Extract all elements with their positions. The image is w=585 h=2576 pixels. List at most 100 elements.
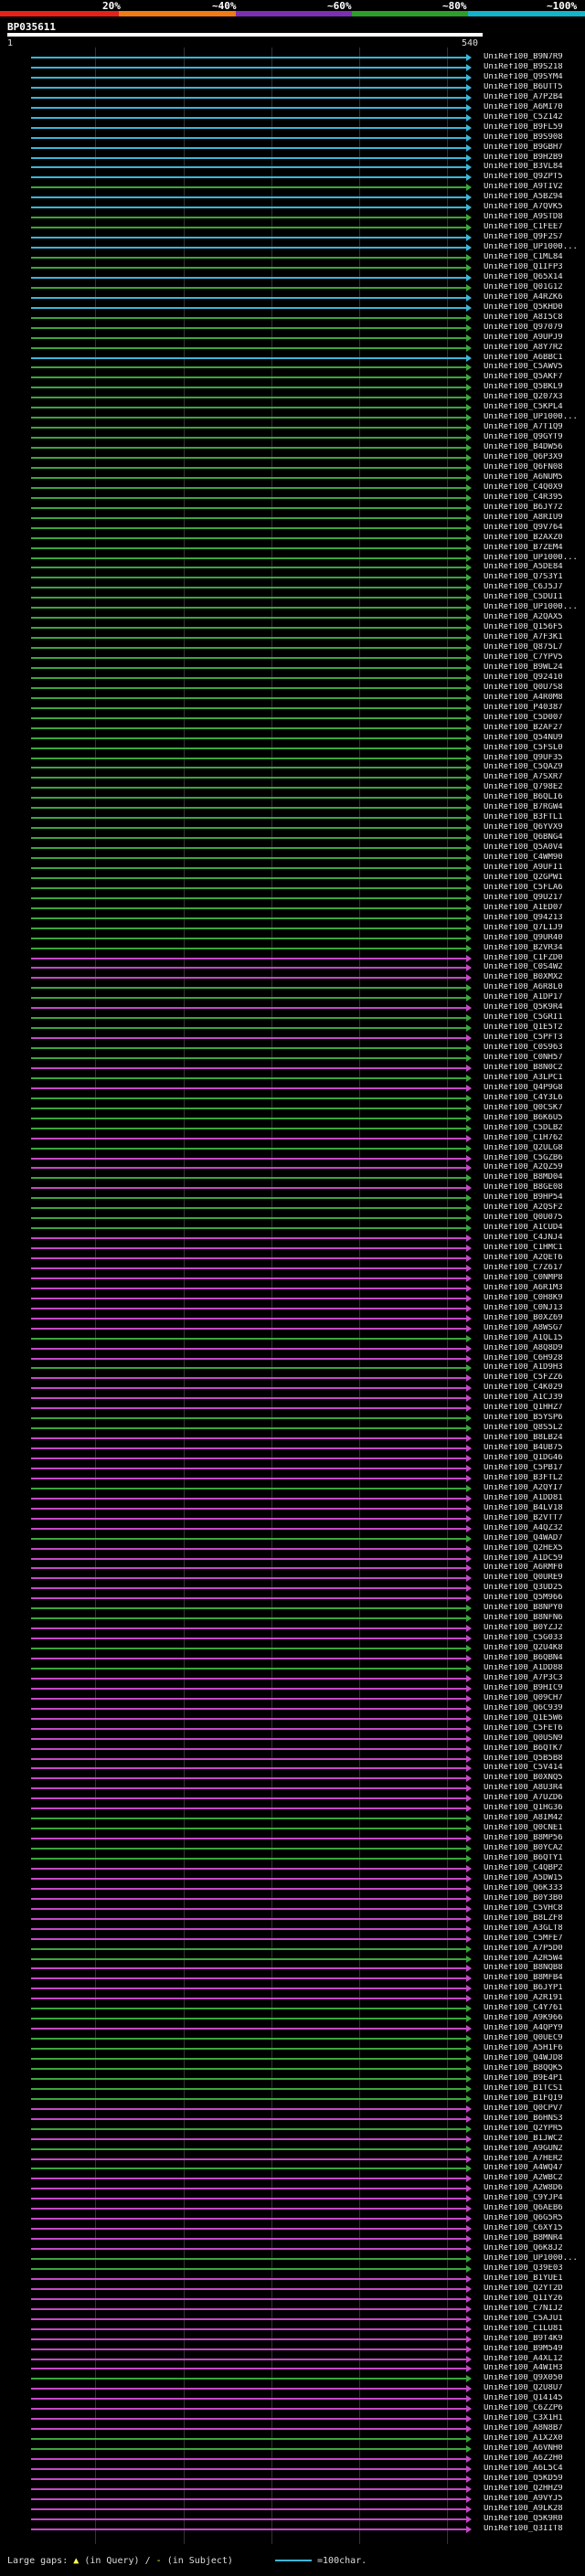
hit-alignment-line[interactable] [31,737,467,739]
hit-alignment-line[interactable] [31,1007,467,1010]
hit-alignment-line[interactable] [31,376,467,379]
hit-alignment-line[interactable] [31,627,467,630]
hit-alignment-line[interactable] [31,1727,467,1730]
hit-alignment-line[interactable] [31,2518,467,2520]
hit-alignment-line[interactable] [31,2198,467,2200]
hit-alignment-line[interactable] [31,857,467,859]
hit-alignment-line[interactable] [31,2317,467,2320]
hit-alignment-line[interactable] [31,1527,467,1530]
hit-label[interactable]: UniRef100_B6UTT5 [484,82,563,91]
hit-alignment-line[interactable] [31,1838,467,1840]
hit-alignment-line[interactable] [31,526,467,529]
hit-label[interactable]: UniRef100_Q2HHZ9 [484,2484,563,2493]
hit-alignment-line[interactable] [31,2258,467,2260]
hit-label[interactable]: UniRef100_Q8S5L2 [484,1424,563,1433]
hit-label[interactable]: UniRef100_A7UZD6 [484,1794,563,1803]
hit-alignment-line[interactable] [31,1897,467,1900]
hit-label[interactable]: UniRef100_Q1HG36 [484,1804,563,1813]
hit-label[interactable]: UniRef100_C4Q0X9 [484,482,563,492]
hit-alignment-line[interactable] [31,587,467,589]
hit-label[interactable]: UniRef100_C5PFT3 [484,1034,563,1043]
hit-label[interactable]: UniRef100_Q2U4K8 [484,1644,563,1653]
hit-label[interactable]: UniRef100_A1QL15 [484,1333,563,1342]
hit-label[interactable]: UniRef100_Q0USN9 [484,1733,563,1743]
hit-alignment-line[interactable] [31,1757,467,1760]
hit-alignment-line[interactable] [31,696,467,699]
hit-alignment-line[interactable] [31,1887,467,1890]
hit-alignment-line[interactable] [31,567,467,569]
hit-label[interactable]: UniRef100_Q875L7 [484,643,563,652]
hit-alignment-line[interactable] [31,146,467,149]
hit-alignment-line[interactable] [31,76,467,79]
hit-label[interactable]: UniRef100_B7ZEM4 [484,543,563,552]
hit-alignment-line[interactable] [31,1627,467,1630]
hit-alignment-line[interactable] [31,1807,467,1810]
hit-label[interactable]: UniRef100_Q9UF35 [484,753,563,762]
hit-label[interactable]: UniRef100_A6Z2H0 [484,2454,563,2463]
hit-label[interactable]: UniRef100_Q9V764 [484,523,563,532]
hit-alignment-line[interactable] [31,1047,467,1050]
hit-label[interactable]: UniRef100_A8I5C8 [484,313,563,322]
hit-label[interactable]: UniRef100_C4R395 [484,493,563,502]
hit-alignment-line[interactable] [31,1797,467,1800]
hit-label[interactable]: UniRef100_B0Y3B0 [484,1893,563,1903]
hit-alignment-line[interactable] [31,2487,467,2490]
hit-label[interactable]: UniRef100_B2VTT7 [484,1513,563,1522]
hit-alignment-line[interactable] [31,2048,467,2051]
hit-label[interactable]: UniRef100_A8RIU9 [484,513,563,522]
hit-alignment-line[interactable] [31,407,467,409]
hit-label[interactable]: UniRef100_A2R191 [484,1994,563,2003]
hit-label[interactable]: UniRef100_C1FZD0 [484,953,563,962]
hit-alignment-line[interactable] [31,1317,467,1320]
hit-label[interactable]: UniRef100_UP1000... [484,2254,578,2263]
hit-alignment-line[interactable] [31,1107,467,1109]
hit-label[interactable]: UniRef100_A6NUM5 [484,472,563,482]
hit-label[interactable]: UniRef100_Q4WJD8 [484,2054,563,2062]
hit-alignment-line[interactable] [31,1507,467,1510]
hit-alignment-line[interactable] [31,876,467,879]
hit-label[interactable]: UniRef100_Q0URE9 [484,1574,563,1583]
hit-alignment-line[interactable] [31,1037,467,1040]
hit-alignment-line[interactable] [31,417,467,419]
hit-alignment-line[interactable] [31,1127,467,1129]
hit-label[interactable]: UniRef100_B2AF27 [484,723,563,732]
hit-label[interactable]: UniRef100_Q6FN08 [484,462,563,472]
hit-alignment-line[interactable] [31,217,467,219]
hit-label[interactable]: UniRef100_A6L5C4 [484,2464,563,2473]
hit-label[interactable]: UniRef100_Q6BNG4 [484,833,563,843]
hit-alignment-line[interactable] [31,1187,467,1190]
hit-label[interactable]: UniRef100_C4JNJ4 [484,1234,563,1243]
hit-alignment-line[interactable] [31,1547,467,1550]
hit-label[interactable]: UniRef100_B8LZF8 [484,1913,563,1923]
hit-alignment-line[interactable] [31,807,467,810]
hit-alignment-line[interactable] [31,2448,467,2451]
hit-alignment-line[interactable] [31,1207,467,1210]
hit-alignment-line[interactable] [31,2178,467,2180]
hit-label[interactable]: UniRef100_A4QPY9 [484,2024,563,2033]
hit-alignment-line[interactable] [31,1517,467,1520]
hit-alignment-line[interactable] [31,1327,467,1330]
hit-label[interactable]: UniRef100_Q0CNE1 [484,1824,563,1833]
hit-alignment-line[interactable] [31,957,467,959]
hit-alignment-line[interactable] [31,757,467,759]
hit-label[interactable]: UniRef100_A8Y7R2 [484,343,563,352]
hit-label[interactable]: UniRef100_C5PB17 [484,1463,563,1472]
hit-label[interactable]: UniRef100_Q9X050 [484,2374,563,2383]
hit-alignment-line[interactable] [31,1177,467,1180]
hit-label[interactable]: UniRef100_C5GZB6 [484,1153,563,1162]
hit-alignment-line[interactable] [31,1307,467,1309]
hit-label[interactable]: UniRef100_B8MFB4 [484,1974,563,1983]
hit-label[interactable]: UniRef100_A8WSG7 [484,1323,563,1332]
hit-alignment-line[interactable] [31,1587,467,1590]
hit-alignment-line[interactable] [31,1917,467,1920]
hit-alignment-line[interactable] [31,2467,467,2470]
hit-alignment-line[interactable] [31,496,467,499]
hit-label[interactable]: UniRef100_UP1000... [484,603,578,612]
hit-label[interactable]: UniRef100_Q5KHD0 [484,302,563,312]
hit-alignment-line[interactable] [31,597,467,599]
hit-alignment-line[interactable] [31,2477,467,2480]
hit-alignment-line[interactable] [31,2428,467,2431]
hit-alignment-line[interactable] [31,336,467,339]
hit-label[interactable]: UniRef100_A7P3C3 [484,1673,563,1682]
hit-label[interactable]: UniRef100_C6ZZP6 [484,2404,563,2413]
